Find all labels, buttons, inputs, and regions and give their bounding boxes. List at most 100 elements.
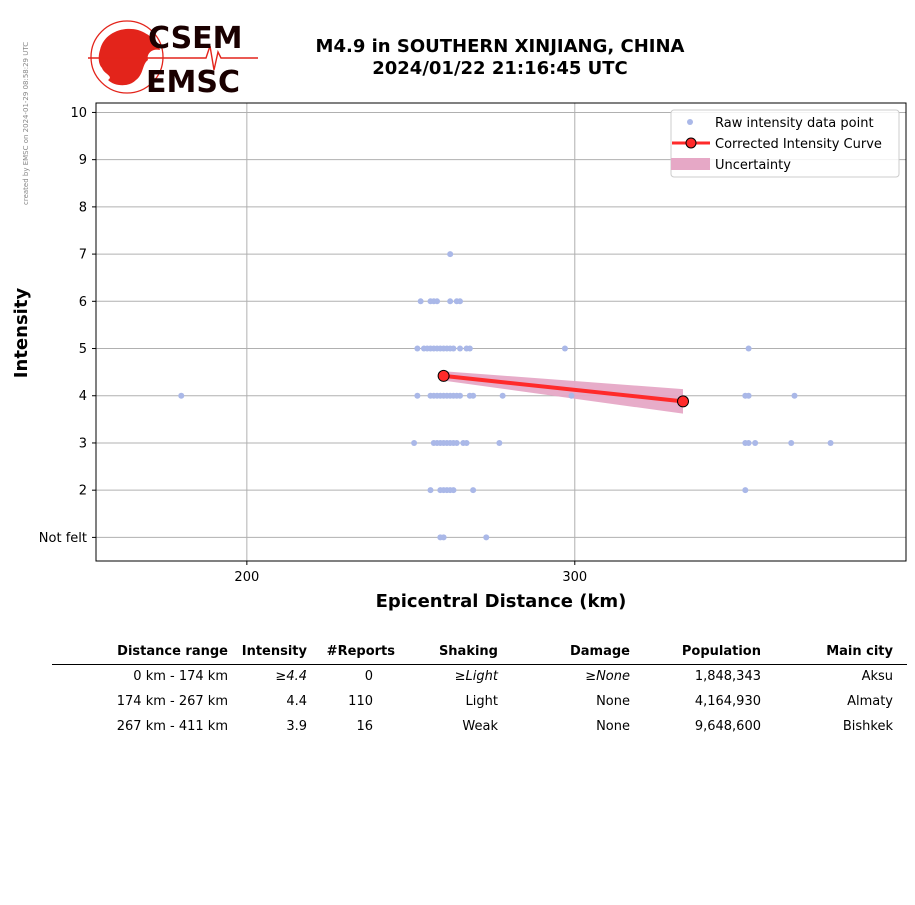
cell-intensity: 4.4 <box>286 694 307 709</box>
raw-data-point <box>470 487 477 494</box>
x-axis-label: Epicentral Distance (km) <box>376 591 627 612</box>
raw-data-point <box>411 439 418 446</box>
cell-range: 267 km - 411 km <box>116 719 228 734</box>
cell-city: Almaty <box>847 694 893 709</box>
raw-data-point <box>745 439 752 446</box>
uncertainty-band <box>443 371 684 414</box>
plot-frame <box>95 102 907 562</box>
uncertainty-layer <box>443 371 684 414</box>
raw-data-point <box>457 298 464 305</box>
header-main-city: Main city <box>826 644 893 659</box>
y-axis-label: Intensity <box>11 288 32 379</box>
legend-raw-marker <box>687 119 693 125</box>
raw-data-point <box>742 487 749 494</box>
curve-layer <box>437 369 690 408</box>
cell-damage: None <box>596 694 630 709</box>
legend: Raw intensity data point Corrected Inten… <box>670 109 900 178</box>
legend-box <box>670 109 900 178</box>
cell-shaking: Weak <box>462 719 498 734</box>
chart-title: M4.9 in SOUTHERN XINJIANG, CHINA 2024/01… <box>250 36 750 80</box>
cell-damage: None <box>596 719 630 734</box>
summary-table: Distance range Intensity #Reports Shakin… <box>52 640 907 740</box>
y-tick-label: 6 <box>79 295 87 310</box>
raw-data-point <box>788 439 795 446</box>
header-population: Population <box>681 644 761 659</box>
raw-data-point <box>463 439 470 446</box>
raw-data-point <box>440 534 447 541</box>
legend-curve-label: Corrected Intensity Curve <box>715 137 882 152</box>
corrected-curve-marker <box>677 395 690 408</box>
cell-intensity: ≥4.4 <box>275 669 307 684</box>
raw-data-point <box>745 345 752 352</box>
raw-data-point <box>447 251 454 258</box>
cell-population: 1,848,343 <box>694 669 761 684</box>
cell-shaking: ≥Light <box>454 669 498 684</box>
raw-data-point <box>499 392 506 399</box>
header-reports: #Reports <box>326 644 395 659</box>
cell-reports: 0 <box>364 669 373 684</box>
raw-data-point <box>414 345 421 352</box>
raw-points-layer <box>178 251 834 541</box>
table-row: 174 km - 267 km 4.4 110 Light None 4,164… <box>52 690 907 715</box>
y-tick-label: 2 <box>79 484 87 499</box>
corrected-curve-line <box>443 373 684 404</box>
x-tick-label: 200 <box>234 570 259 585</box>
cell-reports: 16 <box>356 719 373 734</box>
raw-data-point <box>427 487 434 494</box>
raw-data-point <box>745 392 752 399</box>
raw-data-point <box>568 392 575 399</box>
cell-reports: 110 <box>348 694 373 709</box>
y-tick-label: 10 <box>70 106 87 121</box>
raw-data-point <box>496 439 503 446</box>
legend-raw-label: Raw intensity data point <box>715 116 874 131</box>
intensity-chart: Not felt 2 3 4 5 6 7 8 9 10 200 300 Epicentral Dist… <box>11 102 907 612</box>
table-row: 267 km - 411 km 3.9 16 Weak None 9,648,6… <box>52 715 907 740</box>
raw-data-point <box>470 392 477 399</box>
y-tick-label: 7 <box>79 248 87 263</box>
header-distance-range: Distance range <box>117 644 228 659</box>
legend-uncertainty-swatch <box>671 158 710 170</box>
raw-data-point <box>466 345 473 352</box>
logo-emsc-text: EMSC <box>146 65 240 98</box>
header-intensity: Intensity <box>241 644 307 659</box>
cell-population: 9,648,600 <box>694 719 761 734</box>
raw-data-point <box>791 392 798 399</box>
raw-data-point <box>414 392 421 399</box>
raw-data-point <box>450 345 457 352</box>
raw-data-point <box>483 534 490 541</box>
cell-intensity: 3.9 <box>286 719 307 734</box>
y-tick-label: 8 <box>79 200 87 215</box>
legend-uncertainty-label: Uncertainty <box>715 158 791 173</box>
cell-damage: ≥None <box>585 669 630 684</box>
logo-seismogram <box>88 45 258 71</box>
cell-range: 174 km - 267 km <box>116 694 228 709</box>
header-damage: Damage <box>569 644 630 659</box>
title-line-2: 2024/01/22 21:16:45 UTC <box>372 58 628 79</box>
header-shaking: Shaking <box>438 644 498 659</box>
y-tick-label: 5 <box>79 342 87 357</box>
logo-csem-text: CSEM <box>148 21 243 56</box>
y-tick-label: 9 <box>79 153 87 168</box>
cell-population: 4,164,930 <box>694 694 761 709</box>
raw-data-point <box>457 345 464 352</box>
raw-data-point <box>450 487 457 494</box>
legend-curve-marker <box>685 137 697 149</box>
raw-data-point <box>561 345 568 352</box>
logo-map-shape <box>98 28 160 86</box>
x-tick-label: 300 <box>562 570 587 585</box>
raw-data-point <box>827 439 834 446</box>
corrected-curve-marker <box>437 369 450 382</box>
ticks-layer: Not felt 2 3 4 5 6 7 8 9 10 200 300 <box>39 106 587 585</box>
cell-city: Aksu <box>861 669 893 684</box>
raw-data-point <box>457 392 464 399</box>
cell-city: Bishkek <box>842 719 893 734</box>
y-tick-label: 3 <box>79 436 87 451</box>
raw-data-point <box>447 298 454 305</box>
raw-data-point <box>434 298 441 305</box>
title-line-1: M4.9 in SOUTHERN XINJIANG, CHINA <box>315 36 685 57</box>
table-row: 0 km - 174 km ≥4.4 0 ≥Light ≥None 1,848,… <box>52 665 907 690</box>
raw-data-point <box>453 439 460 446</box>
raw-data-point <box>752 439 759 446</box>
raw-data-point <box>178 392 185 399</box>
logo-globe-outline <box>90 20 164 94</box>
